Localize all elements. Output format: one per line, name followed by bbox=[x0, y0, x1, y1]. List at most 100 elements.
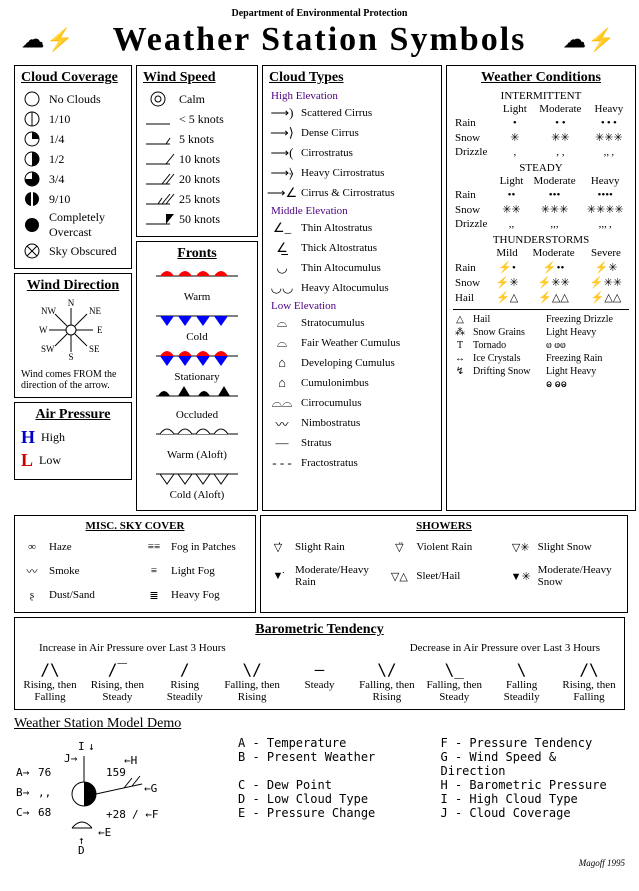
col-head: Heavy bbox=[581, 174, 629, 188]
label: Heavy Cirrostratus bbox=[301, 167, 384, 179]
label: 1/10 bbox=[49, 112, 70, 127]
barb-icon bbox=[143, 130, 173, 148]
label: Developing Cumulus bbox=[301, 357, 395, 369]
barb-icon bbox=[143, 210, 173, 228]
heading: Wind Direction bbox=[21, 278, 125, 294]
label: High bbox=[41, 430, 65, 445]
coverage-icon bbox=[21, 150, 43, 168]
weather-conditions-box: Weather Conditions INTERMITTENT LightMod… bbox=[446, 65, 636, 511]
label: Moderate/Heavy Snow bbox=[538, 564, 621, 588]
tendency-icon: — bbox=[291, 660, 349, 679]
tendency-icon: /‾ bbox=[88, 660, 146, 679]
list-item: ◡◡Heavy Altocumulus bbox=[269, 279, 435, 297]
cloud-icon: ⟶∠ bbox=[269, 184, 295, 202]
label: 1/2 bbox=[49, 152, 64, 167]
glyph: ⚡△△ bbox=[583, 290, 629, 305]
sky-icon: ≡≡ bbox=[143, 538, 165, 556]
legend-item: H - Barometric Pressure bbox=[441, 778, 626, 792]
label: Falling, then Rising bbox=[358, 679, 416, 703]
label: Slight Rain bbox=[295, 541, 345, 553]
showers-box: SHOWERS ▽̇Slight Rain▽̈Violent Rain▽✳Sli… bbox=[260, 515, 628, 613]
sky-icon: ʂ bbox=[21, 586, 43, 604]
glyph: , , bbox=[532, 145, 589, 159]
label: Fair Weather Cumulus bbox=[301, 337, 400, 349]
svg-text:I: I bbox=[78, 740, 85, 753]
list-item: 〰Smoke bbox=[21, 562, 127, 580]
label: Nimbostratus bbox=[301, 417, 360, 429]
glyph: • • bbox=[532, 116, 589, 130]
row-label: Rain bbox=[453, 188, 495, 202]
list-item: ⁂Snow Grains bbox=[453, 326, 536, 339]
label: 5 knots bbox=[179, 132, 214, 147]
list-item: ↔Ice Crystals bbox=[453, 352, 536, 365]
tendency-icon: / bbox=[156, 660, 214, 679]
heading: Weather Conditions bbox=[453, 70, 629, 86]
glyph: •••• bbox=[581, 188, 629, 202]
cloud-coverage-box: Cloud Coverage No Clouds1/101/41/23/49/1… bbox=[14, 65, 132, 269]
coverage-icon bbox=[21, 170, 43, 188]
svg-text:A→: A→ bbox=[16, 766, 30, 779]
label: Stratocumulus bbox=[301, 317, 365, 329]
list-item: 25 knots bbox=[143, 190, 251, 208]
subheading: INTERMITTENT bbox=[453, 90, 629, 102]
signature: Magoff 1995 bbox=[14, 858, 625, 868]
svg-text:68: 68 bbox=[38, 806, 51, 819]
col-head: Moderate bbox=[532, 102, 589, 116]
front-item: Stationary bbox=[143, 346, 251, 383]
cloud-icon: - - - bbox=[269, 454, 295, 472]
glyph: •• bbox=[495, 188, 527, 202]
list-item: ≡Light Fog bbox=[143, 562, 249, 580]
fronts-box: Fronts WarmColdStationaryOccludedWarm (A… bbox=[136, 241, 258, 511]
front-item: Occluded bbox=[143, 386, 251, 421]
list-item: ↯Drifting Snow bbox=[453, 365, 536, 378]
label: Rising, then Steady bbox=[88, 679, 146, 703]
col-head: Severe bbox=[583, 246, 629, 260]
legend-item: A - Temperature bbox=[238, 736, 423, 750]
list-item: ⌓Stratocumulus bbox=[269, 314, 435, 332]
cloud-icon: ⟶⟩ bbox=[269, 124, 295, 142]
label: Moderate/Heavy Rain bbox=[295, 564, 378, 588]
label: Cold (Aloft) bbox=[143, 489, 251, 501]
list-item: ∞Haze bbox=[21, 538, 127, 556]
glyph: ••• bbox=[528, 188, 582, 202]
tendency-icon: \ bbox=[493, 660, 551, 679]
coverage-icon bbox=[21, 190, 43, 208]
label: 50 knots bbox=[179, 212, 220, 227]
list-item: Freezing DrizzleLight Heavyⱷ ⱷⱷ bbox=[546, 313, 629, 352]
coverage-icon bbox=[21, 90, 43, 108]
label: Calm bbox=[179, 92, 205, 107]
list-item: —Stratus bbox=[269, 434, 435, 452]
shower-icon: ▽△ bbox=[388, 567, 410, 585]
glyph: ⚡✳ bbox=[490, 275, 524, 290]
list-item: ◡Thin Altocumulus bbox=[269, 259, 435, 277]
page-title: ☁︎⚡ Weather Station Symbols ☁︎⚡ bbox=[14, 21, 625, 59]
air-pressure-box: Air Pressure HHigh LLow bbox=[14, 402, 132, 480]
list-item: ▽̇Slight Rain bbox=[267, 538, 378, 556]
list-item: ∠̲Thick Altostratus bbox=[269, 239, 435, 257]
list-item: 5 knots bbox=[143, 130, 251, 148]
coverage-icon bbox=[21, 242, 43, 260]
glyph: ✳ bbox=[498, 130, 532, 145]
label: 1/4 bbox=[49, 132, 64, 147]
list-item: ∠_Thin Altostratus bbox=[269, 219, 435, 237]
tendency-item: /\Rising, then Falling bbox=[21, 660, 79, 703]
list-item: ⌓⌓Cirrocumulus bbox=[269, 394, 435, 412]
tendency-item: /Rising Steadily bbox=[156, 660, 214, 703]
barb-icon bbox=[143, 150, 173, 168]
list-item: ▼̇Moderate/Heavy Rain bbox=[267, 564, 378, 588]
label: Occluded bbox=[143, 409, 251, 421]
svg-text:159: 159 bbox=[106, 766, 126, 779]
label: Cold bbox=[143, 331, 251, 343]
label: Haze bbox=[49, 541, 72, 553]
tendency-item: —Steady bbox=[291, 660, 349, 703]
wind-direction-box: Wind Direction N S E W NE NW SE bbox=[14, 273, 132, 398]
note: Wind comes FROM the direction of the arr… bbox=[21, 369, 125, 391]
legend-item: I - High Cloud Type bbox=[441, 792, 626, 806]
cloud-icon: ◡◡ bbox=[269, 279, 295, 297]
glyph: ,,, bbox=[528, 217, 582, 231]
front-item: Cold (Aloft) bbox=[143, 464, 251, 501]
glyph: • • • bbox=[589, 116, 629, 130]
list-item: ⟶)Scattered Cirrus bbox=[269, 104, 435, 122]
list-item: Completely Overcast bbox=[21, 210, 125, 240]
label: Falling, then Rising bbox=[223, 679, 281, 703]
